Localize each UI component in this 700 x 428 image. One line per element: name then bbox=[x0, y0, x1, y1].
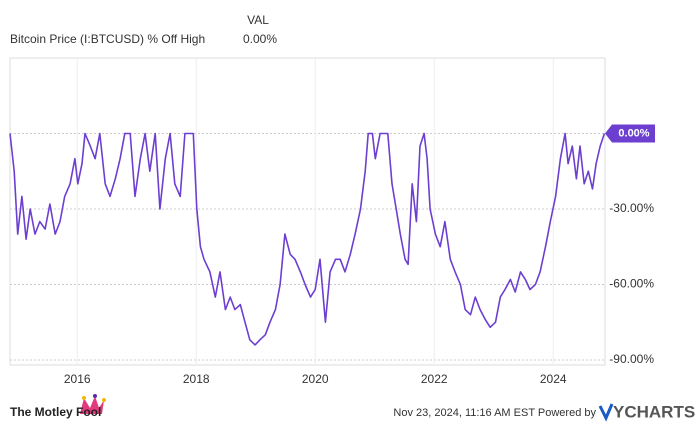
brand: The Motley Fool bbox=[10, 405, 101, 419]
x-tick-label: 2024 bbox=[540, 372, 567, 386]
plot-frame bbox=[9, 57, 606, 366]
end-label: 0.00% bbox=[618, 127, 649, 139]
legend-header: VAL bbox=[247, 13, 269, 27]
end-label-box bbox=[605, 124, 655, 143]
legend-value: 0.00% bbox=[243, 32, 277, 46]
y-tick-label: -90.00% bbox=[609, 352, 654, 366]
timestamp: Nov 23, 2024, 11:16 AM EST Powered by bbox=[393, 407, 596, 419]
x-tick-label: 2022 bbox=[421, 372, 448, 386]
legend-entry: Bitcoin Price (I:BTCUSD) % Off High bbox=[10, 32, 205, 46]
x-tick-label: 2018 bbox=[183, 372, 210, 386]
line bbox=[9, 132, 606, 346]
motley-fool-logo: The Motley Fool bbox=[10, 394, 106, 419]
x-tick-label: 2016 bbox=[64, 372, 91, 386]
y-tick-label: -60.00% bbox=[609, 277, 654, 291]
x-tick-label: 2020 bbox=[302, 372, 329, 386]
y-tick-label: -30.00% bbox=[609, 201, 654, 215]
provider: YCHARTS bbox=[613, 402, 695, 421]
ycharts-mark bbox=[598, 403, 614, 422]
